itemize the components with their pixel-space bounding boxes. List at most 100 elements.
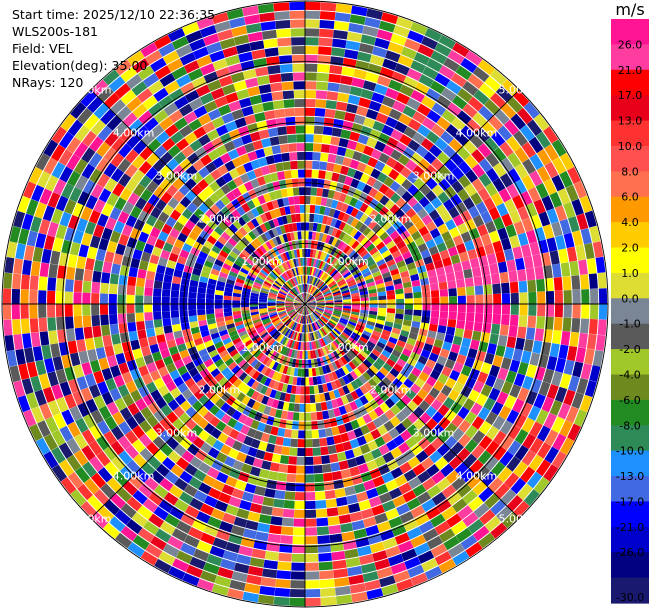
velocity-gate — [438, 178, 451, 191]
velocity-gate — [127, 276, 137, 287]
velocity-gate — [104, 131, 120, 147]
velocity-gate — [321, 455, 331, 465]
velocity-gate — [294, 313, 300, 322]
velocity-gate — [170, 297, 179, 304]
velocity-gate — [452, 550, 470, 566]
velocity-gate — [146, 362, 158, 374]
velocity-gate — [334, 219, 342, 229]
velocity-gate — [295, 267, 299, 276]
velocity-gate — [501, 304, 511, 315]
velocity-gate — [439, 348, 450, 359]
velocity-gate — [278, 419, 287, 429]
velocity-gate — [307, 300, 316, 304]
velocity-gate — [391, 250, 402, 259]
velocity-gate — [410, 534, 427, 548]
velocity-gate — [306, 315, 309, 324]
velocity-gate — [309, 249, 314, 258]
velocity-gate — [73, 304, 82, 317]
velocity-gate — [353, 114, 366, 125]
velocity-gate — [471, 266, 482, 278]
velocity-gate — [217, 276, 227, 283]
velocity-gate — [261, 137, 272, 148]
velocity-gate — [429, 369, 441, 380]
range-ring-label: 2.00km — [370, 212, 412, 225]
colorbar-swatch — [611, 577, 649, 604]
velocity-gate — [246, 258, 255, 266]
velocity-gate — [59, 425, 74, 442]
velocity-gate — [507, 168, 521, 184]
velocity-gate — [197, 417, 209, 430]
velocity-gate — [113, 253, 124, 265]
velocity-gate — [205, 308, 215, 315]
velocity-gate — [216, 280, 226, 287]
velocity-gate — [232, 296, 241, 301]
velocity-gate — [373, 191, 384, 202]
velocity-gate — [226, 179, 238, 191]
velocity-gate — [388, 427, 400, 439]
velocity-gate — [379, 195, 390, 206]
velocity-gate — [47, 192, 61, 209]
velocity-gate — [342, 441, 352, 451]
nrays-text: NRays: 120 — [12, 75, 84, 90]
velocity-gate — [333, 292, 342, 297]
velocity-gate — [171, 283, 181, 291]
velocity-gate — [45, 175, 59, 192]
velocity-gate — [341, 365, 350, 375]
velocity-gate — [75, 466, 91, 484]
velocity-gate — [103, 147, 118, 163]
velocity-gate — [391, 349, 402, 358]
velocity-gate — [117, 313, 127, 324]
velocity-gate — [101, 227, 113, 241]
velocity-gate — [340, 522, 354, 533]
velocity-gate — [295, 297, 303, 303]
velocity-gate — [214, 259, 224, 267]
velocity-gate — [253, 167, 264, 178]
velocity-gate — [275, 19, 291, 29]
velocity-gate — [544, 161, 559, 179]
velocity-gate — [374, 140, 386, 152]
velocity-gate — [345, 352, 354, 361]
velocity-gate — [358, 405, 368, 416]
velocity-gate — [171, 36, 189, 50]
velocity-gate — [289, 269, 295, 278]
velocity-gate — [306, 324, 308, 333]
velocity-gate — [85, 195, 98, 210]
velocity-gate — [351, 308, 360, 313]
velocity-gate — [266, 479, 277, 490]
velocity-gate — [414, 340, 425, 349]
velocity-gate — [306, 306, 311, 314]
velocity-gate — [182, 271, 192, 280]
velocity-gate — [400, 429, 412, 442]
range-ring-label: 5.00km — [70, 512, 112, 525]
velocity-gate — [581, 304, 590, 319]
velocity-gate — [224, 287, 234, 293]
velocity-gate — [256, 247, 265, 256]
velocity-gate — [163, 102, 179, 116]
velocity-gate — [113, 220, 125, 234]
velocity-gate — [391, 327, 401, 335]
velocity-gate — [307, 249, 311, 258]
velocity-gate — [208, 278, 217, 286]
velocity-gate — [315, 402, 322, 412]
velocity-gate — [422, 66, 439, 80]
velocity-gate — [37, 420, 51, 438]
velocity-gate — [180, 226, 192, 237]
velocity-gate — [274, 108, 286, 119]
velocity-gate — [238, 330, 248, 337]
velocity-gate — [264, 551, 279, 561]
velocity-gate — [258, 304, 267, 307]
velocity-gate — [288, 143, 297, 152]
velocity-gate — [562, 276, 572, 291]
velocity-gate — [259, 311, 269, 316]
velocity-gate — [552, 157, 567, 175]
velocity-gate — [205, 304, 214, 310]
velocity-gate — [358, 223, 368, 234]
velocity-gate — [318, 366, 324, 376]
velocity-gate — [330, 331, 338, 339]
velocity-gate — [428, 387, 440, 399]
velocity-gate — [422, 528, 439, 542]
velocity-gate — [296, 143, 305, 152]
velocity-gate — [316, 81, 329, 91]
velocity-gate — [72, 202, 85, 218]
velocity-gate — [22, 181, 37, 199]
